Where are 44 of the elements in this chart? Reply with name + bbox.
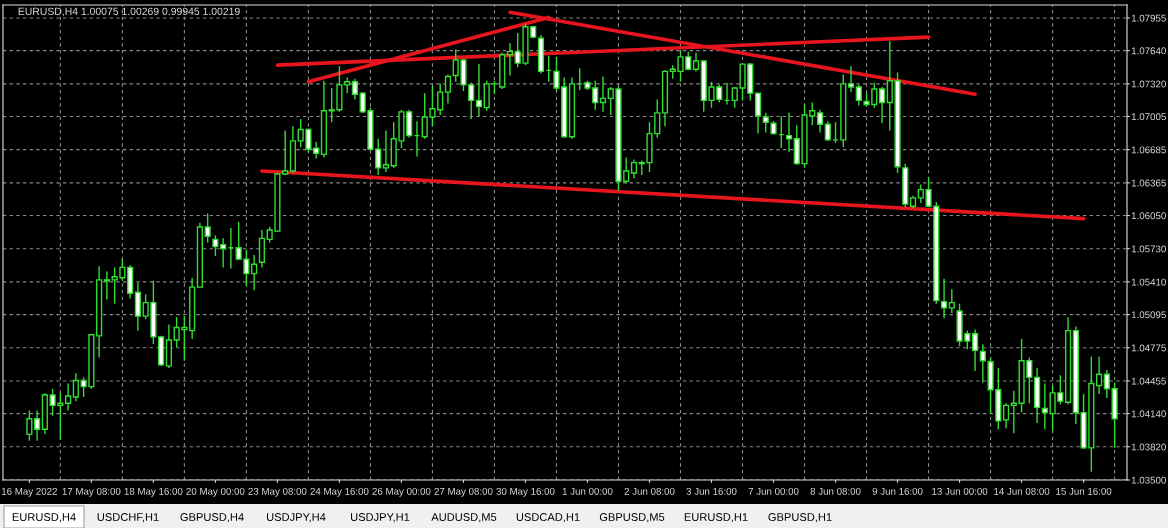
y-tick-label: 1.07320 [1131,80,1166,88]
y-tick-label: 1.05095 [1131,311,1166,319]
chart-title: EURUSD,H4 1.00075 1.00269 0.99945 1.00219 [18,7,240,17]
text: AUDUSD,M5 [431,513,497,523]
x-tick-label: 7 Jun 00:00 [748,487,799,495]
y-tick-label: 1.03820 [1131,443,1166,451]
text: EURUSD,H1 [684,513,748,523]
x-tick-label: 27 May 08:00 [434,487,493,497]
text: EURUSD,H4 [12,513,76,523]
y-tick-label: 1.06050 [1131,212,1166,220]
text: USDJPY,H1 [351,513,410,523]
y-tick-label: 1.07955 [1131,14,1166,22]
y-tick-label: 1.05410 [1131,278,1166,286]
text: GBPUSD,H1 [768,513,832,523]
x-tick-label: 26 May 00:00 [372,487,431,497]
x-tick-label: 3 Jun 16:00 [686,487,737,495]
x-tick-label: 20 May 00:00 [186,487,245,497]
text: GBPUSD,M5 [599,513,665,523]
text: GBPUSD,H4 [180,513,244,523]
x-tick-label: 8 Jun 08:00 [810,487,861,495]
x-tick-label: 17 May 08:00 [62,487,121,497]
x-tick-label: 1 Jun 00:00 [562,487,613,495]
x-tick-label: 2 Jun 08:00 [624,487,675,495]
y-tick-label: 1.06365 [1131,179,1166,187]
x-tick-label: 18 May 16:00 [124,487,183,497]
x-tick-label: 14 Jun 08:00 [994,487,1050,495]
y-tick-label: 1.04775 [1131,344,1166,352]
y-tick-label: 1.04455 [1131,377,1166,385]
y-tick-label: 1.03500 [1131,476,1166,484]
y-tick-label: 1.07640 [1131,47,1166,55]
y-tick-label: 1.07005 [1131,113,1166,121]
text: USDCHF,H1 [97,513,159,523]
text: USDCAD,H1 [516,513,580,523]
x-tick-label: 24 May 16:00 [310,487,369,497]
y-tick-label: 1.05730 [1131,245,1166,253]
text: USDJPY,H4 [267,513,326,523]
x-tick-label: 23 May 08:00 [248,487,307,497]
x-tick-label: 13 Jun 00:00 [932,487,988,495]
x-tick-label: 9 Jun 16:00 [872,487,923,495]
y-tick-label: 1.06685 [1131,146,1166,154]
x-tick-label: 15 Jun 16:00 [1056,487,1112,495]
y-tick-label: 1.04140 [1131,410,1166,418]
x-tick-label: 30 May 16:00 [496,487,555,497]
x-tick-label: 16 May 2022 [1,487,57,497]
